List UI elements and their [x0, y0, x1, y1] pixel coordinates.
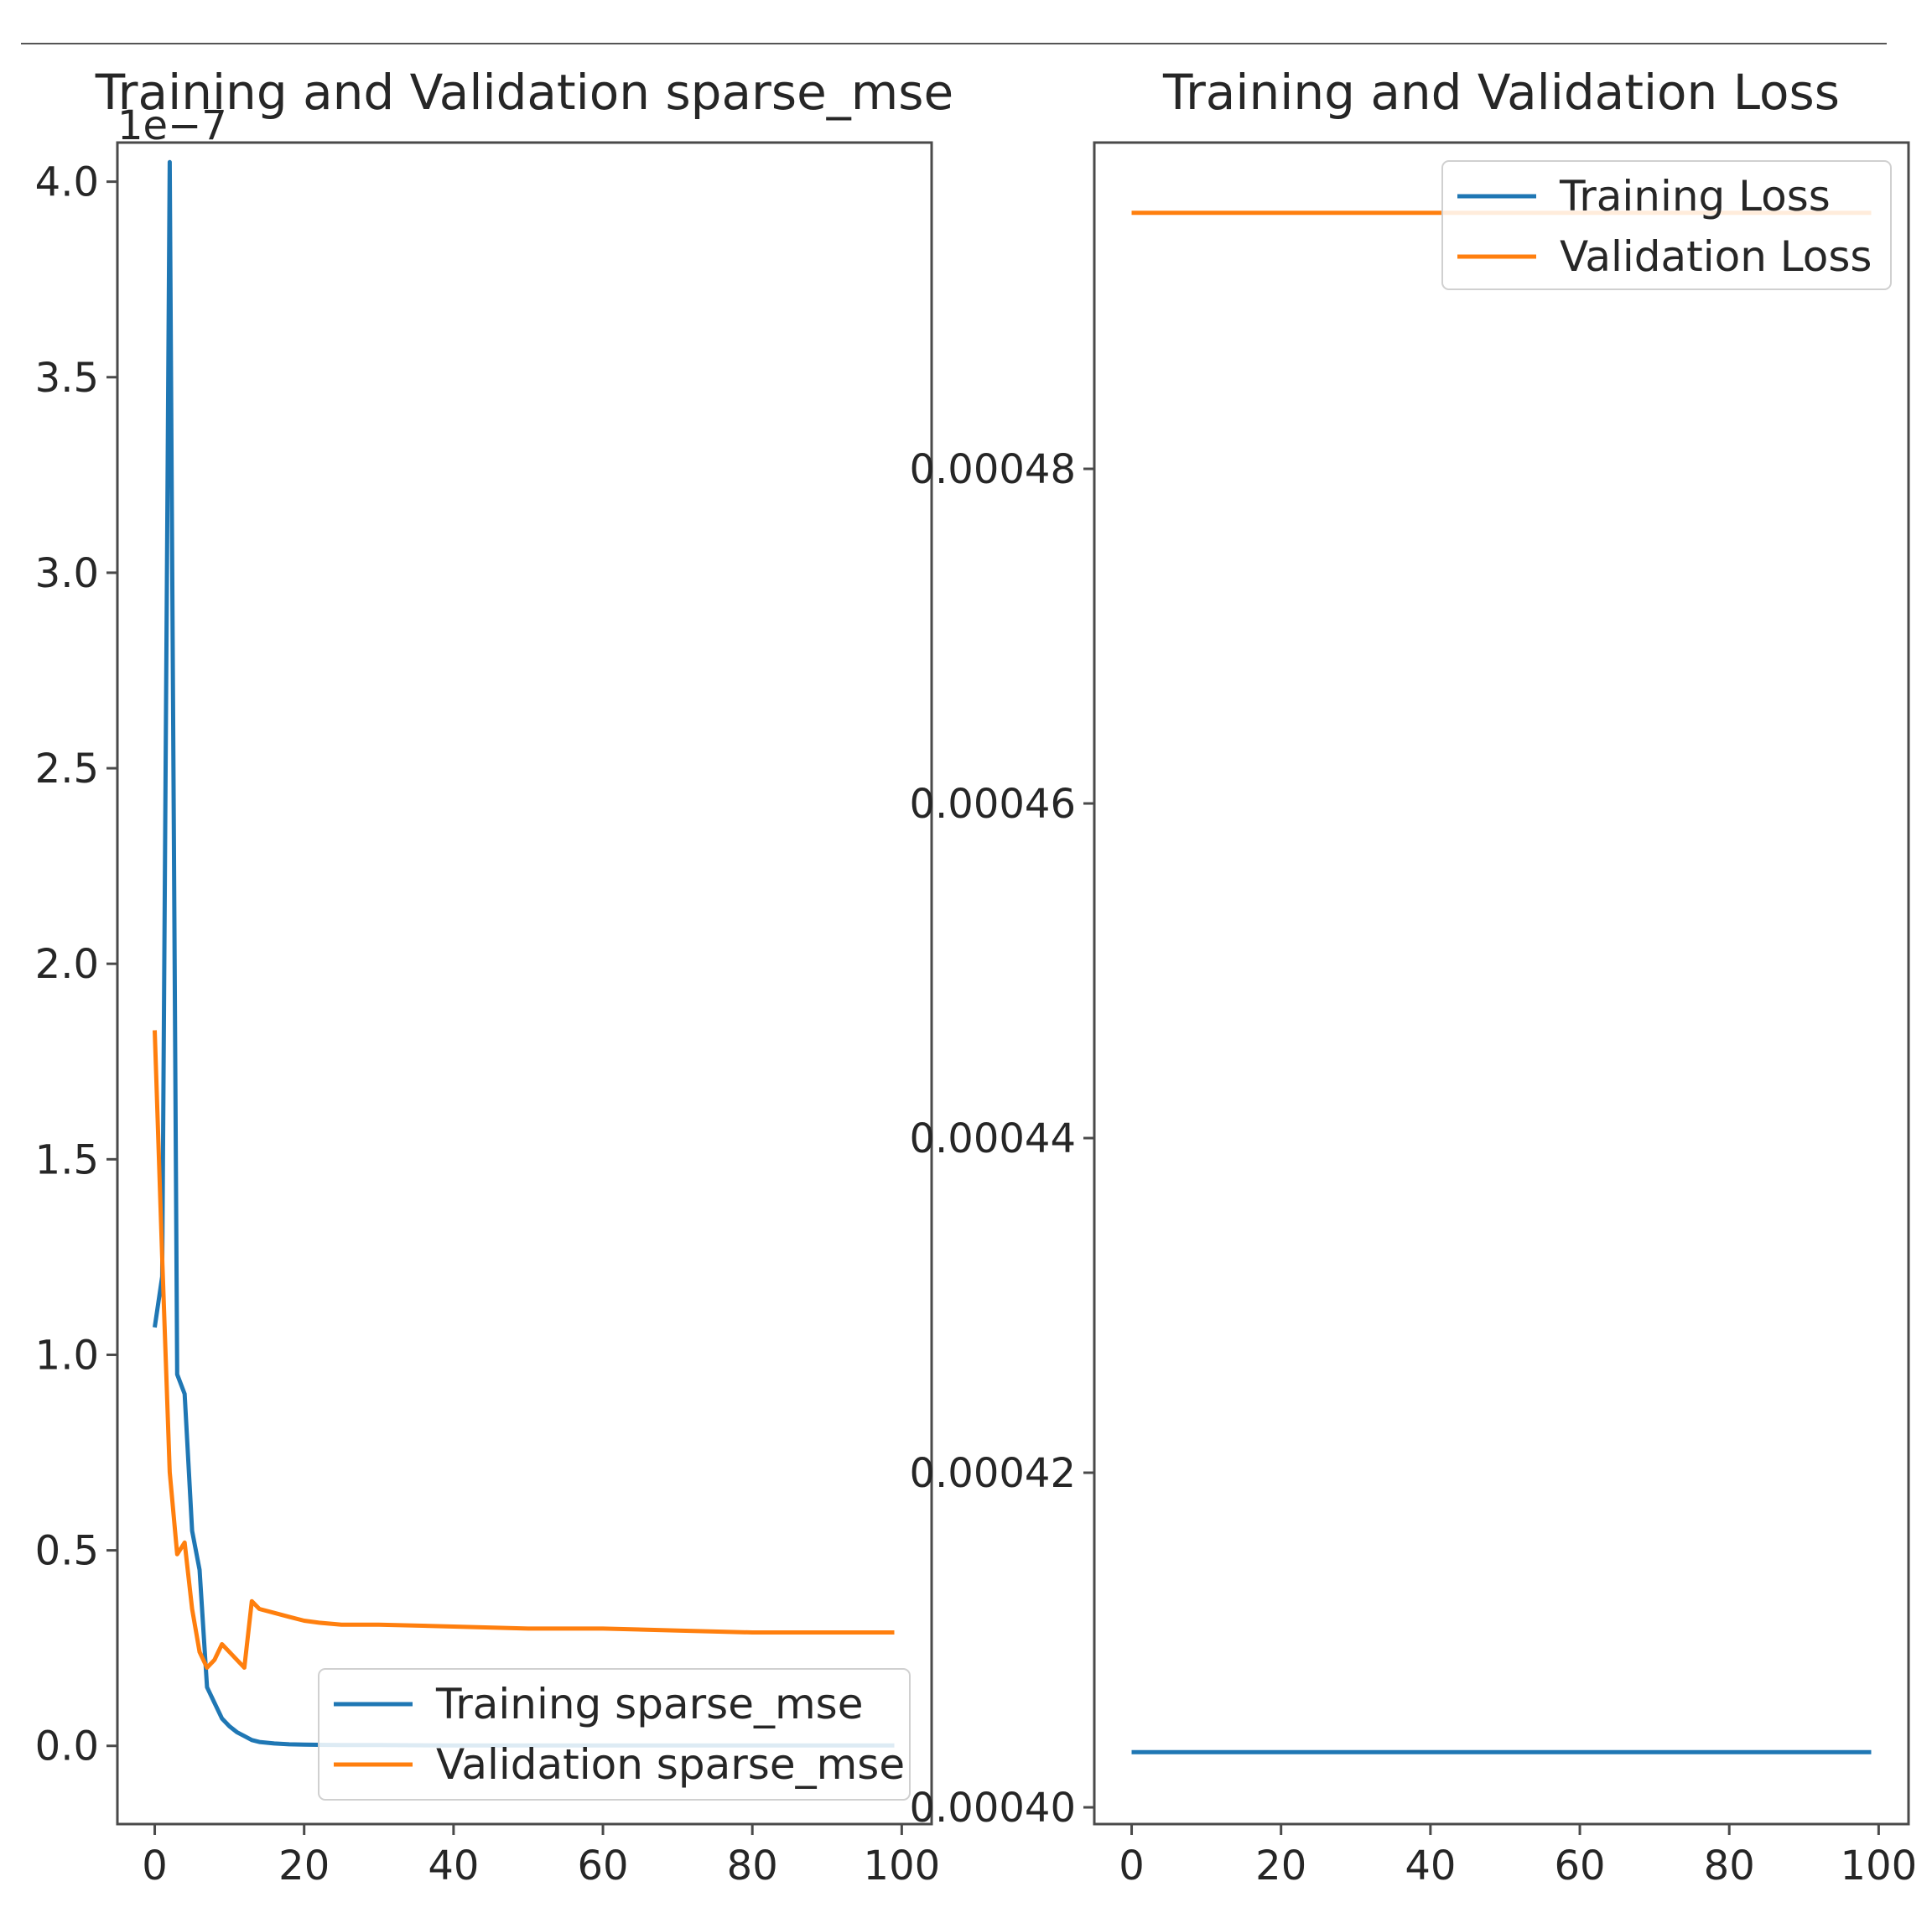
x-tick-label: 80: [1704, 1843, 1755, 1889]
chart-legend: Training sparse_mse Validation sparse_mse: [318, 1668, 911, 1801]
legend-label-1: Training Loss: [1559, 172, 1831, 221]
legend-box: [318, 1668, 911, 1801]
y-tick-label: 0.00044: [910, 1115, 1077, 1162]
x-tick-label: 60: [1554, 1843, 1605, 1889]
x-tick-label: 80: [727, 1843, 778, 1889]
y-tick-label: 0.00042: [910, 1450, 1077, 1497]
y-tick-label: 0.00040: [910, 1785, 1077, 1832]
chart-panel-1: Training and Validation sparse_mse 0 20 40 6…: [35, 64, 954, 1889]
y-tick-label: 1.0: [35, 1332, 99, 1379]
series-line-2: [153, 1030, 895, 1670]
legend-label-2: Validation Loss: [1560, 232, 1872, 281]
y-tick-label: 0.00046: [910, 781, 1077, 828]
x-tick-label: 40: [1405, 1843, 1456, 1889]
y-tick-label: 0.5: [35, 1528, 99, 1575]
y-tick-label: 0.00048: [910, 446, 1077, 493]
x-tick-label: 100: [1841, 1843, 1918, 1889]
legend-box: [1441, 160, 1892, 290]
axis-offset-text: 1e−7: [117, 102, 227, 149]
chart-title: Training and Validation sparse_mse: [95, 64, 953, 121]
x-tick-label: 20: [1255, 1843, 1306, 1889]
x-tick-label: 0: [142, 1843, 168, 1889]
y-tick-label: 0.0: [35, 1723, 99, 1770]
y-tick-label: 2.5: [35, 746, 99, 793]
y-tick-label: 3.0: [35, 550, 99, 597]
x-tick-label: 60: [577, 1843, 628, 1889]
chart-panel-2: Training and Validation Loss 0 20 40 60 80 100…: [910, 64, 1918, 1889]
plot-frame: [116, 141, 933, 1826]
legend-label-2: Validation sparse_mse: [436, 1740, 905, 1789]
x-tick-label: 100: [864, 1843, 941, 1889]
y-tick-label: 1.5: [35, 1136, 99, 1183]
chart-title: Training and Validation Loss: [1162, 64, 1840, 121]
chart-legend: Training Loss Validation Loss: [1441, 160, 1892, 290]
x-tick-label: 40: [428, 1843, 479, 1889]
y-tick-label: 2.0: [35, 941, 99, 988]
y-tick-label: 3.5: [35, 355, 99, 402]
y-tick-label: 4.0: [35, 159, 99, 206]
x-tick-label: 20: [278, 1843, 330, 1889]
plot-frame: [1093, 141, 1910, 1826]
legend-label-1: Training sparse_mse: [435, 1680, 864, 1728]
x-tick-label: 0: [1119, 1843, 1145, 1889]
